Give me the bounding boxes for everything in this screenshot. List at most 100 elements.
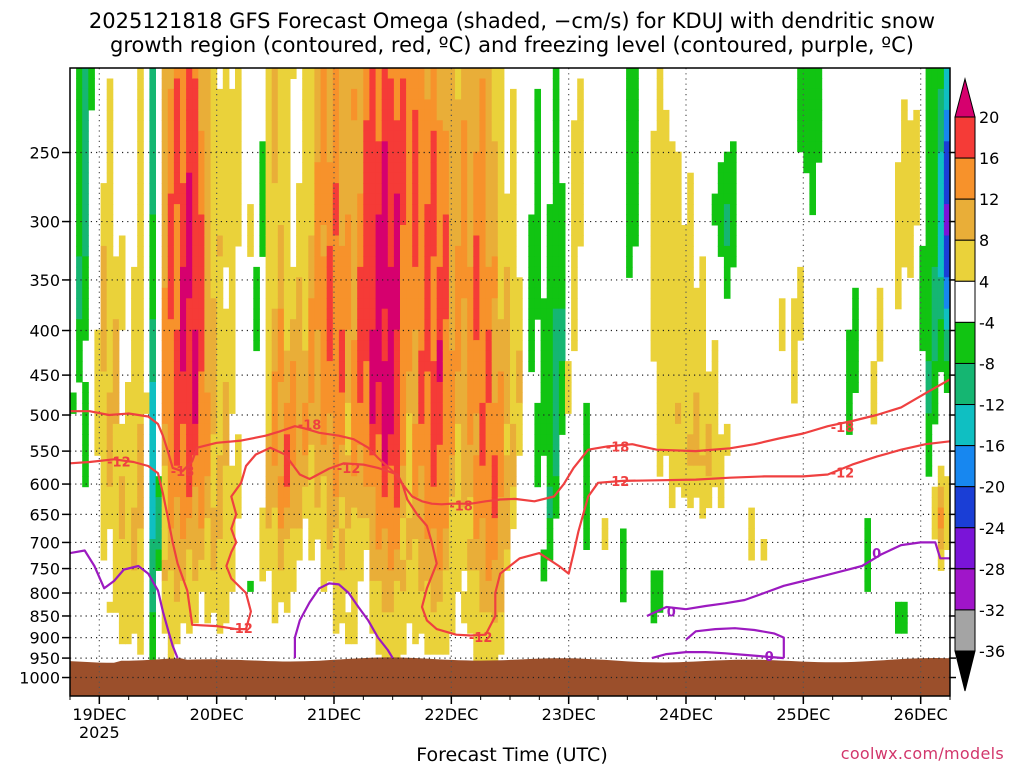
omega-cell: [173, 245, 181, 257]
omega-cell: [479, 99, 486, 111]
omega-cell: [131, 455, 138, 467]
omega-cell: [510, 120, 517, 132]
omega-cell: [357, 392, 364, 404]
omega-cell: [406, 340, 413, 352]
omega-cell: [82, 204, 89, 216]
omega-cell: [491, 413, 499, 425]
omega-cell: [723, 225, 731, 236]
omega-cell: [216, 298, 224, 310]
omega-cell: [369, 235, 376, 247]
omega-cell: [131, 507, 138, 519]
omega-cell: [516, 340, 523, 352]
omega-cell: [106, 130, 114, 142]
omega-cell: [375, 486, 383, 498]
omega-cell: [516, 319, 523, 331]
omega-cell: [577, 141, 584, 153]
omega-cell: [675, 382, 682, 393]
omega-cell: [491, 214, 499, 226]
omega-cell: [235, 162, 242, 174]
omega-cell: [180, 476, 187, 488]
omega-cell: [228, 266, 236, 278]
omega-cell: [210, 392, 218, 404]
contour-line-4: [646, 541, 950, 617]
omega-cell: [283, 151, 291, 163]
omega-cell: [620, 559, 627, 571]
omega-cell: [204, 99, 211, 111]
omega-cell: [320, 486, 328, 498]
omega-cell: [167, 539, 175, 550]
omega-cell: [583, 423, 590, 435]
omega-cell: [228, 382, 236, 393]
omega-cell: [473, 361, 480, 373]
omega-cell: [265, 109, 273, 121]
colorbar-tick-label: -24: [979, 519, 1005, 538]
omega-cell: [357, 204, 364, 216]
omega-cell: [815, 120, 823, 132]
omega-cell: [186, 518, 193, 530]
omega-cell: [180, 382, 187, 393]
omega-cell: [173, 423, 181, 435]
omega-cell: [82, 266, 89, 278]
omega-cell: [626, 172, 633, 184]
omega-cell: [461, 507, 468, 519]
omega-cell: [497, 172, 505, 184]
omega-cell: [650, 580, 658, 592]
omega-cell: [332, 382, 340, 393]
omega-cell: [106, 402, 114, 414]
omega-cell: [406, 277, 413, 289]
omega-cell: [406, 214, 413, 226]
omega-cell: [387, 497, 395, 509]
omega-cell: [351, 580, 358, 592]
omega-cell: [558, 193, 566, 205]
omega-cell: [283, 204, 291, 216]
omega-cell: [937, 308, 945, 320]
omega-cell: [797, 266, 804, 278]
omega-cell: [100, 486, 108, 498]
omega-cell: [626, 193, 633, 205]
omega-cell: [271, 476, 279, 488]
omega-cell: [271, 528, 279, 540]
omega-cell: [467, 130, 474, 142]
omega-cell: [363, 507, 370, 519]
omega-cell: [351, 266, 358, 278]
omega-cell: [485, 287, 493, 299]
omega-cell: [332, 245, 340, 257]
omega-cell: [131, 559, 138, 571]
omega-cell: [265, 402, 273, 414]
omega-cell: [222, 549, 230, 561]
omega-cell: [338, 266, 346, 278]
omega-cell: [228, 277, 236, 289]
omega-cell: [430, 340, 438, 352]
colorbar-band: [954, 239, 976, 282]
omega-cell: [448, 434, 456, 446]
omega-cell: [400, 109, 407, 121]
omega-cell: [546, 413, 554, 425]
omega-cell: [571, 225, 578, 236]
omega-cell: [442, 162, 450, 174]
omega-cell: [338, 172, 346, 184]
omega-cell: [210, 423, 218, 435]
omega-cell: [430, 580, 438, 592]
omega-cell: [308, 298, 315, 310]
omega-cell: [192, 141, 199, 153]
omega-cell: [302, 392, 309, 404]
omega-cell: [155, 549, 163, 561]
omega-cell: [204, 486, 211, 498]
omega-cell: [161, 245, 169, 257]
omega-cell: [369, 99, 376, 111]
omega-cell: [723, 183, 731, 195]
omega-cell: [473, 413, 480, 425]
omega-cell: [760, 539, 768, 550]
omega-cell: [351, 612, 358, 624]
omega-cell: [479, 455, 486, 467]
omega-cell: [497, 287, 505, 299]
omega-cell: [436, 444, 444, 456]
omega-cell: [491, 518, 499, 530]
omega-cell: [149, 476, 156, 488]
omega-cell: [296, 225, 303, 236]
omega-cell: [552, 455, 560, 467]
omega-cell: [186, 486, 193, 498]
omega-cell: [259, 162, 266, 174]
omega-cell: [198, 371, 205, 383]
omega-cell: [650, 287, 658, 299]
